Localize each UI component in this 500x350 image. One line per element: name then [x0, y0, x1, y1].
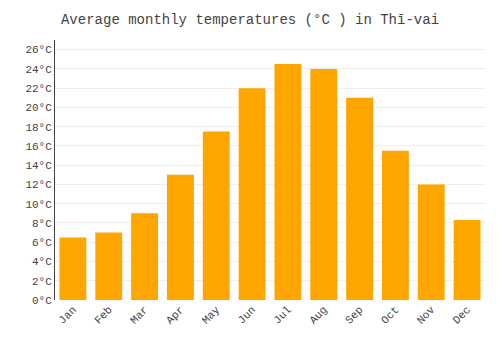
svg-text:6°C: 6°C — [32, 237, 52, 249]
svg-text:2°C: 2°C — [32, 276, 52, 288]
svg-text:26°C: 26°C — [25, 44, 52, 56]
svg-text:Jun: Jun — [236, 304, 258, 326]
svg-text:14°C: 14°C — [25, 160, 52, 172]
svg-text:Jul: Jul — [271, 304, 293, 326]
svg-text:24°C: 24°C — [25, 64, 52, 76]
svg-text:0°C: 0°C — [32, 295, 52, 307]
svg-text:Dec: Dec — [451, 304, 473, 326]
svg-text:22°C: 22°C — [25, 83, 52, 95]
svg-text:Sep: Sep — [343, 304, 365, 326]
svg-text:8°C: 8°C — [32, 218, 52, 230]
svg-text:Oct: Oct — [379, 304, 401, 326]
svg-text:Jan: Jan — [56, 304, 78, 326]
svg-text:Nov: Nov — [415, 304, 438, 327]
svg-text:4°C: 4°C — [32, 256, 52, 268]
svg-text:Apr: Apr — [164, 304, 186, 326]
svg-text:12°C: 12°C — [25, 179, 52, 191]
svg-text:May: May — [200, 304, 223, 327]
svg-text:20°C: 20°C — [25, 102, 52, 114]
svg-text:Mar: Mar — [128, 304, 150, 326]
svg-text:Feb: Feb — [92, 304, 114, 326]
svg-text:16°C: 16°C — [25, 141, 52, 153]
svg-text:Average monthly temperatures (: Average monthly temperatures (°C ) in Th… — [61, 12, 439, 28]
svg-text:Aug: Aug — [307, 304, 329, 326]
svg-text:18°C: 18°C — [25, 122, 52, 134]
svg-text:10°C: 10°C — [25, 199, 52, 211]
